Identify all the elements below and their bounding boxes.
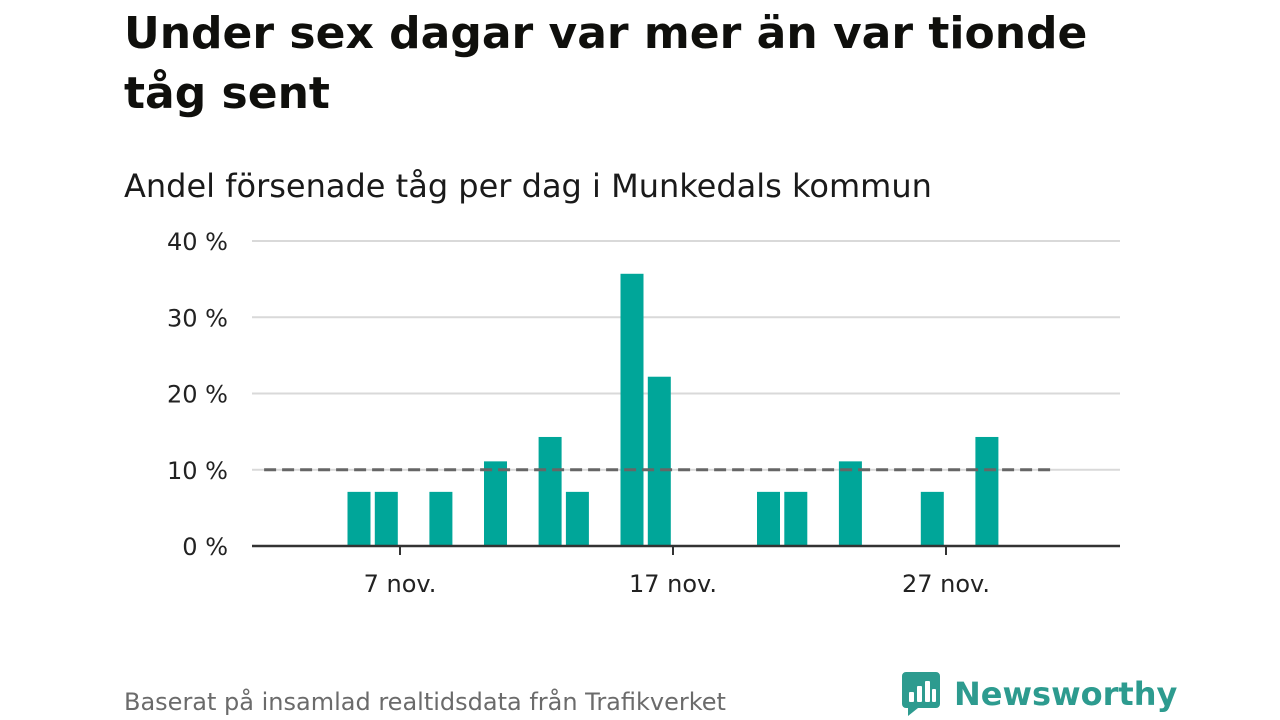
chart-title: Under sex dagar var mer än var tionde tå… bbox=[124, 8, 1088, 119]
source-note: Baserat på insamlad realtidsdata från Tr… bbox=[124, 688, 726, 716]
bar-day-10 bbox=[484, 461, 507, 546]
bar-day-28 bbox=[975, 436, 999, 546]
brand-name: Newsworthy bbox=[954, 675, 1178, 713]
y-tick-label-10: 10 % bbox=[167, 457, 228, 485]
x-tick-label-17: 17 nov. bbox=[629, 570, 717, 598]
bar-day-20 bbox=[757, 491, 780, 546]
newsworthy-logo-icon bbox=[902, 672, 940, 716]
bar-day-12 bbox=[538, 436, 562, 546]
chart-subtitle: Andel försenade tåg per dag i Munkedals … bbox=[124, 167, 932, 205]
bar-day-8 bbox=[429, 491, 453, 546]
y-tick-label-40: 40 % bbox=[167, 228, 228, 256]
bar-day-15 bbox=[620, 273, 644, 546]
x-tick-label-7: 7 nov. bbox=[364, 570, 437, 598]
x-axis: 7 nov. 17 nov. 27 nov. bbox=[252, 544, 1120, 598]
bars bbox=[347, 273, 999, 546]
bar-day-16 bbox=[647, 376, 671, 546]
gridlines bbox=[252, 240, 1120, 471]
bar-day-5 bbox=[347, 491, 371, 546]
bar-day-6 bbox=[374, 491, 398, 546]
y-tick-label-30: 30 % bbox=[167, 304, 228, 332]
y-tick-label-0: 0 % bbox=[182, 533, 228, 561]
bar-day-23 bbox=[838, 461, 862, 546]
y-tick-label-20: 20 % bbox=[167, 381, 228, 409]
y-axis-labels: 0 % 10 % 20 % 30 % 40 % bbox=[167, 228, 228, 561]
x-tick-label-27: 27 nov. bbox=[902, 570, 990, 598]
bar-day-26 bbox=[920, 491, 944, 546]
bar-day-13 bbox=[565, 491, 589, 546]
bar-day-21 bbox=[784, 491, 808, 546]
bar-chart: 0 % 10 % 20 % 30 % 40 % 7 nov. 17 nov. 27 nov. bbox=[167, 228, 1120, 598]
brand-logo: Newsworthy bbox=[900, 670, 1177, 718]
